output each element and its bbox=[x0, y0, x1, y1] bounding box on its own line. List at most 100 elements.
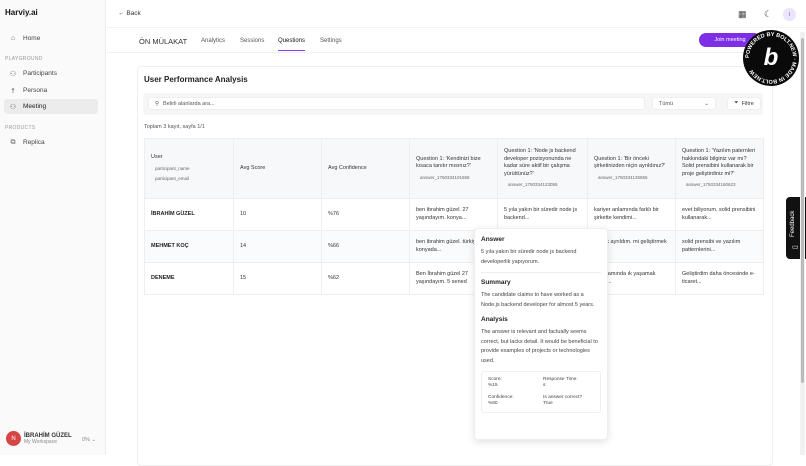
persona-icon: ☨ bbox=[11, 87, 15, 95]
feedback-label: Feedback bbox=[790, 210, 796, 237]
header-user[interactable]: User participant_name participant_email bbox=[144, 138, 234, 199]
table-cell: DENEME bbox=[144, 262, 234, 295]
user-avatar[interactable]: I bbox=[783, 8, 796, 21]
tab-analytics[interactable]: Analytics bbox=[201, 38, 226, 44]
table-cell[interactable]: solid prensibi ve yazılım patternlerini.… bbox=[675, 230, 764, 263]
header-sub: answer_1750334101558 bbox=[420, 174, 470, 180]
search-icon: ⚲ bbox=[155, 100, 160, 107]
response-value: s bbox=[543, 383, 546, 388]
status-select[interactable]: Tümü ⌄ bbox=[652, 97, 716, 110]
back-label: Back bbox=[126, 10, 141, 17]
users-icon: ⚇ bbox=[9, 103, 17, 111]
sidebar-item-persona[interactable]: ☨ Persona bbox=[4, 83, 98, 98]
summary-text: The candidate claims to have worked as a… bbox=[481, 292, 595, 308]
home-icon: ⌂ bbox=[10, 35, 16, 42]
table-cell: 14 bbox=[233, 230, 322, 263]
sidebar-item-label: Home bbox=[23, 35, 41, 42]
table-cell: 15 bbox=[233, 262, 322, 295]
header-title: User bbox=[151, 154, 163, 161]
search-input[interactable]: ⚲ Belirli alanlarda ara... bbox=[148, 97, 645, 110]
avatar: N bbox=[6, 431, 21, 446]
moon-icon[interactable]: ☾ bbox=[764, 9, 773, 19]
arrow-left-icon: ← bbox=[118, 10, 125, 17]
table-cell: MEHMET KOÇ bbox=[144, 230, 234, 263]
tab-bar: ÖN MÜLAKAT Analytics Sessions Questions … bbox=[107, 28, 798, 53]
header-question[interactable]: Question 1: 'Node js backend developer p… bbox=[497, 138, 588, 199]
filter-icon: ⏷ bbox=[734, 100, 739, 106]
tab-sessions[interactable]: Sessions bbox=[240, 38, 265, 44]
table-cell[interactable]: evet biliyorum. solid prensibini kullana… bbox=[675, 198, 764, 231]
header-sub: participant_name bbox=[155, 165, 190, 171]
section-playground: PLAYGROUND bbox=[5, 56, 43, 62]
answer-popover: Answer 5 yıla yakın bir süredir node js … bbox=[474, 228, 608, 440]
header-title: Question 1: 'Yazılım paternleri hakkında… bbox=[682, 148, 756, 177]
filter-button[interactable]: ⏷ Filtre bbox=[727, 97, 761, 110]
results-table: User participant_name participant_email Av… bbox=[144, 138, 764, 295]
filter-bar: ⚲ Belirli alanlarda ara... Tümü ⌄ ⏷ Filtre bbox=[143, 93, 763, 115]
table-row[interactable]: İBRAHİM GÜZEL 10 %76 ben ibrahim güzel. 27 … bbox=[144, 198, 764, 231]
correct-value: True bbox=[543, 401, 553, 406]
header-avg-confidence[interactable]: Avg Confidence bbox=[321, 138, 410, 199]
tab-questions[interactable]: Questions bbox=[278, 38, 306, 51]
scrollbar-thumb[interactable] bbox=[801, 38, 804, 383]
table-header: User participant_name participant_email Av… bbox=[144, 138, 764, 199]
header-title: Question 1: 'Kendinizi bize kısaca tanıt… bbox=[416, 155, 481, 170]
sidebar-item-home[interactable]: ⌂ Home bbox=[4, 31, 98, 46]
sidebar-item-meeting[interactable]: ⚇ Meeting bbox=[4, 99, 98, 114]
usage-value: 0% bbox=[82, 437, 90, 443]
response-label: Response Time: bbox=[543, 377, 578, 382]
header-title: Question 1: 'Node js backend developer p… bbox=[504, 148, 576, 177]
bolt-logo: b bbox=[763, 44, 779, 71]
header-sub: answer_1750334123055 bbox=[508, 182, 558, 188]
answer-text: 5 yıla yakın bir süredir node js backend… bbox=[481, 249, 577, 265]
table-row[interactable]: DENEME 15 %62 Ben İbrahim güzel 27 yaşınday… bbox=[144, 262, 764, 295]
bolt-badge[interactable]: POWERED BY BOLT.NEW · MADE IN BOLT.NEW b bbox=[743, 30, 799, 86]
chevron-down-icon: ⌄ bbox=[704, 100, 709, 107]
sidebar: Harviy.ai ⌂ Home PLAYGROUND ⚇ Participants… bbox=[0, 0, 106, 455]
search-placeholder: Belirli alanlarda ara... bbox=[163, 100, 215, 107]
sidebar-item-label: Replica bbox=[23, 139, 45, 146]
table-cell[interactable]: Geliştirdim daha öncesinde e-ticaret... bbox=[675, 262, 764, 295]
workspace-name: My Workspace bbox=[24, 438, 57, 445]
sidebar-item-label: Participants bbox=[23, 70, 57, 77]
header-title: Question 1: 'Bir önceki şirketinizden ni… bbox=[594, 155, 666, 170]
header-question[interactable]: Question 1: 'Kendinizi bize kısaca tanıt… bbox=[409, 138, 498, 199]
table-cell[interactable]: kariyer anlamında farklı bir şirkette ke… bbox=[587, 198, 676, 231]
sidebar-item-replica[interactable]: ⧉ Replica bbox=[4, 135, 98, 150]
back-button[interactable]: ← Back bbox=[118, 10, 141, 17]
header-sub: answer_1750334180623 bbox=[686, 182, 736, 188]
table-cell[interactable]: 5 yıla yakın bir süredir node js backend… bbox=[497, 198, 588, 231]
confidence-value: %80 bbox=[488, 401, 498, 406]
usage-dropdown[interactable]: 0% ⌄ bbox=[82, 437, 96, 443]
header-avg-score[interactable]: Avg Score bbox=[233, 138, 322, 199]
summary-title: Summary bbox=[481, 279, 511, 286]
confidence-label: Confidence: bbox=[488, 395, 514, 400]
badge-ring: POWERED BY BOLT.NEW · MADE IN BOLT.NEW bbox=[745, 32, 797, 84]
table-cell: %66 bbox=[321, 230, 410, 263]
message-icon: ▭ bbox=[792, 244, 799, 251]
correct-label: Is answer correct? bbox=[543, 395, 583, 400]
table-cell: %62 bbox=[321, 262, 410, 295]
sidebar-item-participants[interactable]: ⚇ Participants bbox=[4, 66, 98, 81]
grid-icon[interactable]: ▦ bbox=[738, 9, 747, 19]
user-menu[interactable]: N İBRAHİM GÜZEL My Workspace bbox=[6, 431, 72, 446]
sidebar-item-label: Persona bbox=[23, 87, 48, 94]
table-cell: 10 bbox=[233, 198, 322, 231]
top-bar: ← Back ▦ ☾ bbox=[107, 0, 806, 28]
header-sub: participant_email bbox=[155, 176, 190, 182]
user-name: İBRAHİM GÜZEL bbox=[24, 432, 72, 439]
analysis-text: The answer is relevant and factually see… bbox=[481, 329, 598, 364]
chevron-down-icon: ⌄ bbox=[91, 437, 97, 443]
table-cell[interactable]: ben ibrahim güzel. 27 yaşındayım. konya.… bbox=[409, 198, 498, 231]
sidebar-item-label: Meeting bbox=[23, 103, 47, 110]
section-products: PRODUCTS bbox=[5, 125, 36, 131]
tab-settings[interactable]: Settings bbox=[320, 38, 342, 44]
record-count: Toplam 3 kayıt, sayfa 1/1 bbox=[144, 124, 205, 130]
card-title: User Performance Analysis bbox=[144, 75, 248, 84]
table-row[interactable]: MEHMET KOÇ 14 %66 ben ibrahim güzel. türkiy… bbox=[144, 230, 764, 263]
header-question[interactable]: Question 1: 'Yazılım paternleri hakkında… bbox=[675, 138, 764, 199]
header-question[interactable]: Question 1: 'Bir önceki şirketinizden ni… bbox=[587, 138, 676, 199]
score-value: %15 bbox=[488, 383, 498, 388]
copy-icon: ⧉ bbox=[10, 138, 16, 146]
filter-label: Filtre bbox=[741, 100, 754, 107]
